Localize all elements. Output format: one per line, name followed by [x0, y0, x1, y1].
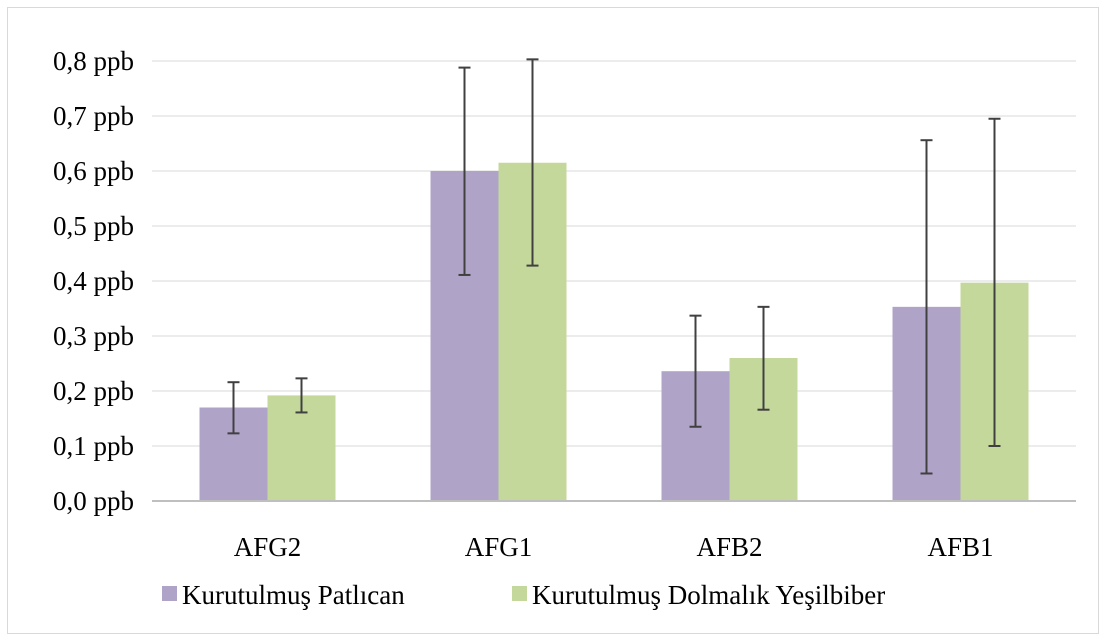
- y-tick-label: 0,6 ppb: [53, 156, 134, 186]
- y-tick-label: 0,3 ppb: [53, 321, 134, 351]
- x-tick-label: AFB1: [927, 532, 993, 562]
- y-tick-label: 0,1 ppb: [53, 431, 134, 461]
- legend-label: Kurutulmuş Dolmalık Yeşilbiber: [532, 580, 885, 610]
- x-tick-label: AFB2: [696, 532, 762, 562]
- y-tick-label: 0,0 ppb: [53, 486, 134, 516]
- axes: 0,0 ppb 0,1 ppb 0,2 ppb 0,3 ppb 0,4 ppb 0,5 p…: [53, 46, 1076, 562]
- x-tick-label: AFG2: [234, 532, 302, 562]
- x-tick-label: AFG1: [465, 532, 533, 562]
- bars: [199, 162, 1029, 501]
- legend-label: Kurutulmuş Patlıcan: [182, 580, 405, 610]
- legend: Kurutulmuş Patlıcan Kurutulmuş Dolmalık Y…: [162, 580, 885, 610]
- error-bars: [227, 58, 1001, 475]
- y-tick-label: 0,4 ppb: [53, 266, 134, 296]
- y-tick-label: 0,2 ppb: [53, 376, 134, 406]
- legend-swatch: [512, 586, 527, 601]
- y-tick-label: 0,7 ppb: [53, 101, 134, 131]
- legend-swatch: [162, 586, 177, 601]
- y-tick-label: 0,5 ppb: [53, 211, 134, 241]
- y-tick-label: 0,8 ppb: [53, 46, 134, 76]
